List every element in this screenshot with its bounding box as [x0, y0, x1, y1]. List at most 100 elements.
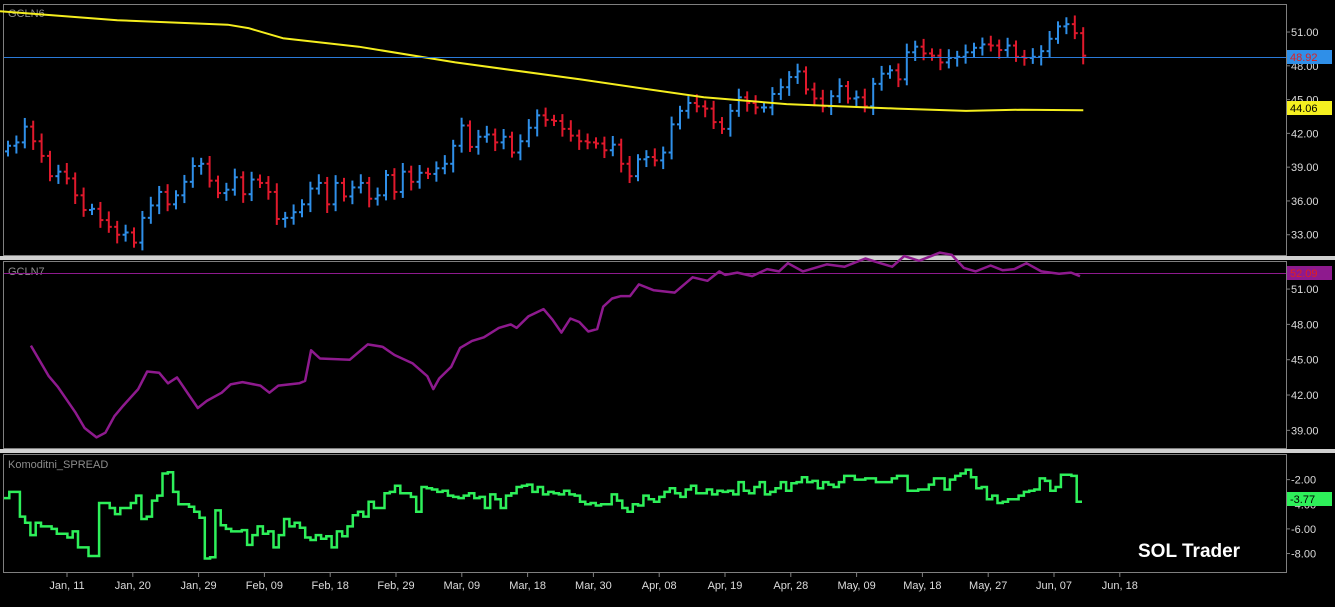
gcln6-ohlc-bar	[668, 116, 675, 160]
gcln6-ohlc-bar	[643, 150, 650, 168]
gcln6-ohlc-bar	[315, 174, 322, 195]
x-axis-tick-label: Mar, 18	[509, 580, 546, 592]
gcln6-ohlc-bar	[391, 168, 398, 200]
gcln6-ohlc-bar	[366, 176, 373, 208]
gcln7-line-plot	[29, 251, 1081, 439]
gcln6-ohlc-bar	[399, 162, 406, 198]
panel-separator-1[interactable]	[0, 256, 1335, 260]
gcln7-y-tick-label: 42.00	[1291, 390, 1319, 402]
panel-separator-2[interactable]	[0, 449, 1335, 453]
gcln6-ohlc-bar	[1046, 31, 1053, 59]
gcln7-y-tick-label: 45.00	[1291, 355, 1319, 367]
gcln6-ohlc-bar	[937, 48, 944, 71]
gcln6-ohlc-bar	[181, 174, 188, 204]
gcln6-ohlc-bar	[895, 63, 902, 88]
gcln6-ohlc-bar	[878, 65, 885, 91]
gcln6-ohlc-bar	[836, 78, 843, 104]
gcln7-series-line	[29, 251, 1081, 439]
gcln6-last-value-text: 48.92	[1290, 52, 1318, 64]
gcln6-ohlc-bar	[534, 109, 541, 137]
spread-y-axis: -2.00-4.00-6.00-8.00	[1286, 475, 1316, 561]
gcln6-ohlc-bar	[131, 227, 137, 248]
x-axis: Jan, 11 Jan, 20 Jan, 29 Feb, 09 Feb, 18 Feb, …	[49, 573, 1138, 592]
gcln6-ohlc-bar	[416, 165, 423, 189]
gcln6-ma-line	[0, 10, 1084, 112]
gcln6-ohlc-bar	[987, 35, 994, 52]
gcln6-ohlc-bar	[1055, 21, 1061, 44]
spread-step-plot	[4, 468, 1082, 560]
gcln7-last-value-text: 52.09	[1290, 268, 1318, 280]
gcln6-ohlc-bar	[483, 125, 490, 143]
gcln6-ohlc-bar	[72, 172, 79, 204]
spread-y-tick-label: -8.00	[1291, 549, 1316, 561]
spread-last-value-text: -3.77	[1290, 494, 1315, 506]
gcln6-ohlc-bar	[282, 211, 289, 228]
gcln6-ohlc-bar	[635, 154, 641, 182]
gcln6-ohlc-bar	[164, 184, 171, 212]
gcln6-ohlc-bar	[425, 167, 431, 179]
gcln6-ohlc-bar	[47, 150, 53, 182]
gcln7-last-value-marker: 52.09	[4, 266, 1332, 280]
x-axis-tick-label: Jun, 18	[1102, 580, 1138, 592]
gcln6-ohlc-bar	[257, 174, 263, 188]
gcln6-ohlc-bar	[374, 187, 381, 206]
gcln6-ohlc-bar	[769, 87, 776, 116]
gcln6-ohlc-bar	[500, 128, 507, 150]
gcln6-ohlc-bar	[803, 66, 809, 95]
gcln6-ohlc-bar	[685, 96, 692, 119]
spread-panel-label: Komoditni_SPREAD	[8, 459, 108, 471]
gcln6-panel-frame	[3, 4, 1287, 256]
gcln6-ohlc-bar	[626, 156, 633, 184]
spread-y-tick-label: -6.00	[1291, 524, 1316, 536]
gcln6-ohlc-bar	[139, 210, 146, 251]
spread-series-line	[4, 468, 1082, 560]
gcln6-ohlc-bar	[735, 88, 742, 117]
gcln6-ohlc-bar	[719, 117, 725, 134]
gcln6-ohlc-bar	[30, 120, 37, 150]
gcln6-ohlc-bar	[458, 117, 465, 153]
gcln6-ohlc-bar	[777, 78, 784, 100]
spread-last-value-marker: -3.77	[1287, 492, 1332, 506]
x-axis-tick-label: Feb, 09	[246, 580, 283, 592]
gcln6-ohlc-bar	[971, 42, 977, 58]
gcln6-ohlc-bar	[542, 107, 549, 127]
gcln6-ohlc-bar	[265, 176, 272, 200]
gcln6-ohlc-bar	[887, 65, 893, 79]
gcln6-y-tick-label: 33.00	[1291, 230, 1319, 242]
gcln6-ohlc-bar	[584, 133, 591, 150]
gcln6-ohlc-bar	[307, 181, 314, 213]
gcln6-ohlc-bar	[593, 137, 599, 149]
gcln6-ohlc-bar	[559, 114, 566, 137]
gcln7-y-tick-label: 48.00	[1291, 319, 1319, 331]
gcln6-ohlc-bar	[651, 148, 658, 167]
gcln6-ohlc-bar	[752, 95, 759, 115]
watermark: SOL Trader	[1138, 541, 1241, 562]
gcln6-ohlc-bar	[55, 164, 62, 184]
gcln6-ohlc-bar	[206, 156, 213, 188]
gcln6-ohlc-bar	[517, 134, 524, 161]
gcln6-ohlc-bar	[618, 138, 625, 173]
gcln7-panel-label: GCLN7	[8, 266, 45, 278]
gcln6-ohlc-bar	[290, 204, 297, 225]
gcln6-ohlc-bar	[609, 135, 616, 157]
gcln6-ohlc-bar	[433, 161, 440, 182]
gcln6-ohlc-bar	[450, 139, 457, 173]
x-axis-tick-label: May, 27	[969, 580, 1007, 592]
x-axis-tick-label: Mar, 09	[443, 580, 480, 592]
gcln6-ohlc-bar	[408, 165, 415, 191]
x-axis-tick-label: Apr, 28	[773, 580, 808, 592]
gcln6-ohlc-bar	[492, 128, 499, 152]
gcln6-ohlc-bar	[332, 175, 339, 212]
gcln6-ohlc-bar	[710, 100, 717, 129]
gcln6-ohlc-bar	[156, 185, 163, 215]
gcln6-ohlc-bar	[80, 187, 87, 217]
gcln6-ohlc-bar	[147, 196, 154, 224]
gcln6-ohlc-bar	[870, 77, 877, 116]
x-axis-tick-label: Apr, 08	[642, 580, 677, 592]
gcln6-ohlc-bar	[660, 146, 667, 170]
gcln6-ohlc-bar	[551, 114, 557, 127]
gcln7-panel-frame	[3, 261, 1287, 449]
gcln6-ohlc-bar	[811, 82, 818, 107]
gcln6-ohlc-bar	[576, 129, 583, 150]
gcln6-ohlc-bar	[349, 180, 356, 205]
